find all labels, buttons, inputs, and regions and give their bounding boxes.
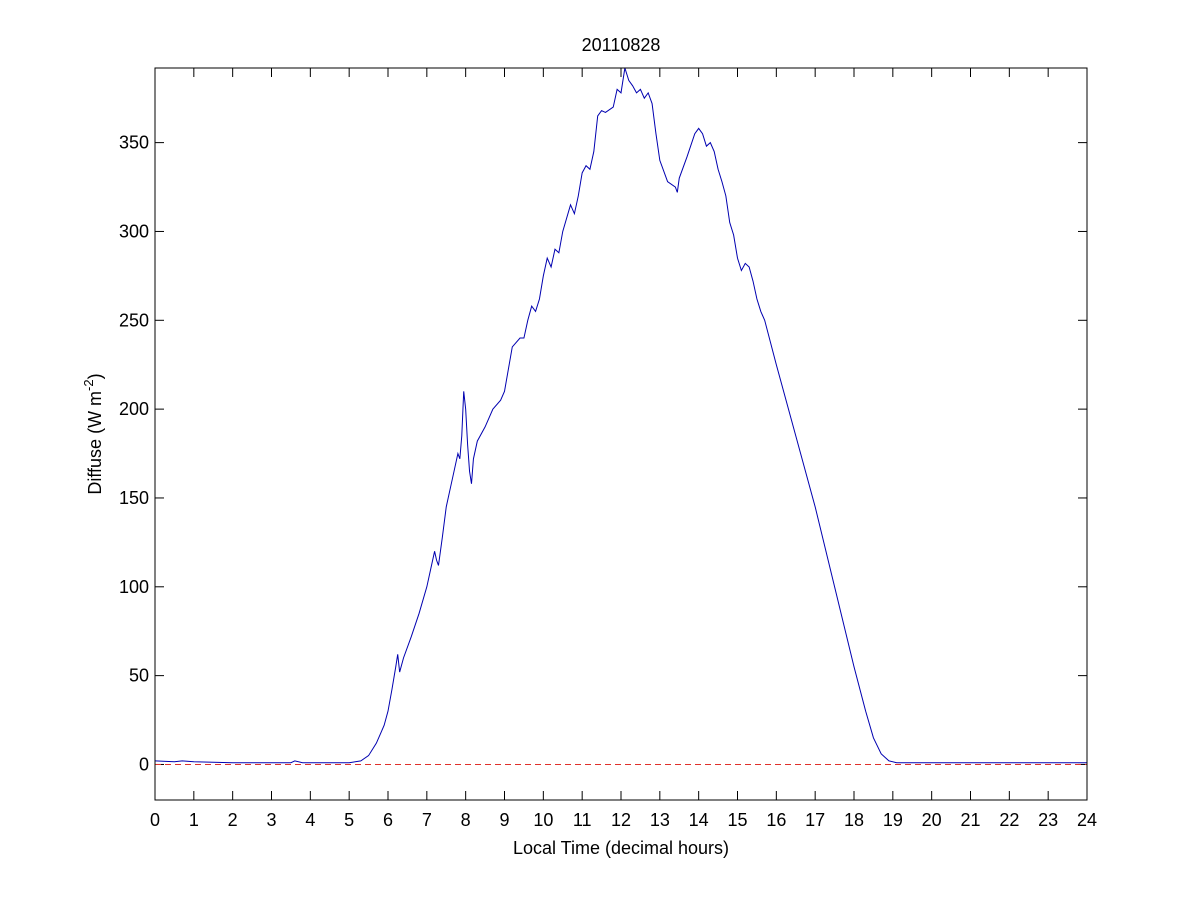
x-tick-label: 15: [727, 810, 747, 830]
x-tick-label: 4: [305, 810, 315, 830]
x-tick-label: 7: [422, 810, 432, 830]
x-tick-label: 9: [499, 810, 509, 830]
x-tick-label: 0: [150, 810, 160, 830]
chart-title: 20110828: [582, 35, 661, 55]
y-label-end: ): [85, 373, 105, 379]
y-tick-label: 0: [139, 754, 149, 774]
x-tick-label: 17: [805, 810, 825, 830]
x-tick-label: 19: [883, 810, 903, 830]
y-axis-label: Diffuse (W m-2): [81, 373, 105, 494]
y-tick-label: 200: [119, 399, 149, 419]
x-tick-label: 16: [766, 810, 786, 830]
x-tick-label: 12: [611, 810, 631, 830]
x-tick-label: 3: [266, 810, 276, 830]
y-label-text: Diffuse (W m: [85, 391, 105, 495]
x-tick-label: 21: [960, 810, 980, 830]
x-tick-label: 18: [844, 810, 864, 830]
y-label-sup: -2: [81, 379, 96, 391]
x-tick-label: 13: [650, 810, 670, 830]
x-tick-label: 14: [689, 810, 709, 830]
y-tick-label: 300: [119, 221, 149, 241]
x-tick-label: 10: [533, 810, 553, 830]
y-tick-label: 150: [119, 488, 149, 508]
x-tick-label: 8: [461, 810, 471, 830]
x-tick-label: 1: [189, 810, 199, 830]
y-tick-label: 250: [119, 310, 149, 330]
y-tick-label: 50: [129, 666, 149, 686]
series-line: [154, 67, 1087, 764]
x-tick-label: 22: [999, 810, 1019, 830]
x-tick-label: 6: [383, 810, 393, 830]
x-tick-label: 24: [1077, 810, 1097, 830]
x-tick-label: 5: [344, 810, 354, 830]
x-tick-label: 11: [573, 810, 592, 830]
x-tick-label: 2: [228, 810, 238, 830]
x-axis-label: Local Time (decimal hours): [513, 838, 729, 858]
plot-frame: [154, 67, 1088, 801]
y-tick-label: 100: [119, 577, 149, 597]
y-tick-label: 350: [119, 133, 149, 153]
x-tick-label: 23: [1038, 810, 1058, 830]
x-tick-label: 20: [922, 810, 942, 830]
